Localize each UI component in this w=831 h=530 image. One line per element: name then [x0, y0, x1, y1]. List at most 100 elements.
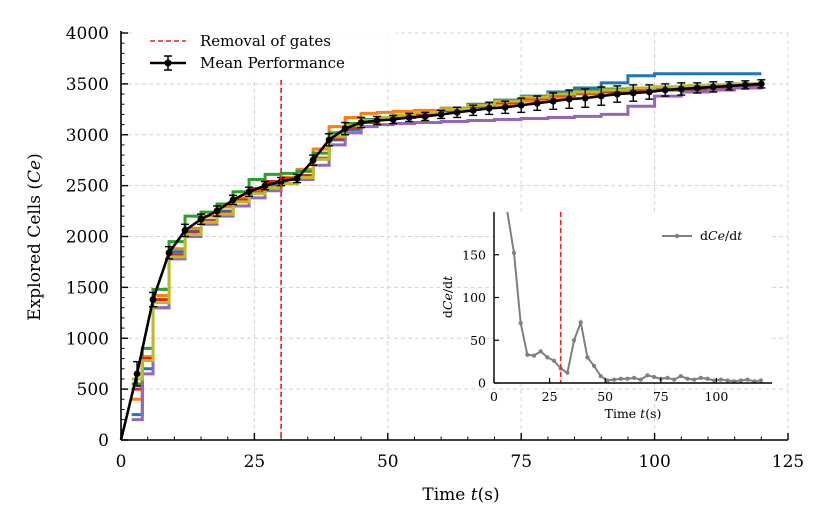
mean-point — [245, 188, 253, 196]
inset-point — [705, 376, 710, 381]
mean-point — [421, 113, 429, 120]
legend-mean-marker — [164, 59, 172, 67]
x-tick-label: 50 — [377, 452, 399, 472]
inset-point — [632, 375, 637, 380]
run-line-5 — [131, 86, 763, 422]
mean-point — [597, 92, 605, 100]
mean-point — [693, 84, 701, 92]
inset-point — [598, 374, 603, 379]
y-tick-label: 2000 — [66, 228, 109, 248]
y-tick-label: 500 — [77, 380, 109, 400]
x-axis-label: Time t(s) — [422, 485, 499, 505]
inset-point — [758, 378, 763, 383]
mean-point — [293, 175, 301, 182]
mean-point — [277, 178, 285, 185]
mean-point — [485, 104, 493, 112]
inset-point — [571, 338, 577, 343]
legend-frame — [134, 26, 396, 80]
inset-series — [506, 211, 763, 384]
mean-point — [501, 103, 509, 111]
mean-point — [261, 182, 269, 190]
mean-point — [613, 90, 621, 98]
mean-point — [565, 95, 573, 103]
inset-y-tick-label: 50 — [470, 333, 486, 348]
inset-point — [611, 377, 617, 382]
mean-point — [229, 196, 237, 204]
mean-point — [373, 117, 381, 124]
y-tick-label: 0 — [98, 431, 109, 451]
inset-background — [494, 212, 772, 383]
inset-point — [718, 377, 723, 382]
inset-point — [738, 378, 743, 383]
mean-point — [309, 156, 317, 164]
main-series — [119, 72, 766, 441]
x-tick-label: 75 — [510, 452, 532, 472]
y-tick-label: 3500 — [66, 75, 109, 95]
mean-point — [133, 370, 141, 378]
mean-point — [549, 97, 557, 105]
mean-point — [453, 108, 461, 116]
inset-point — [712, 378, 717, 383]
inset-point — [585, 355, 590, 360]
inset-point — [525, 352, 530, 357]
inset-point — [511, 250, 517, 256]
inset-point — [578, 320, 583, 325]
inset-x-tick-label: 50 — [597, 389, 613, 404]
inset-point — [625, 376, 630, 381]
mean-point — [181, 226, 189, 234]
inset-point — [725, 378, 730, 383]
inset-x-tick-label: 25 — [542, 389, 558, 404]
mean-point — [709, 83, 717, 91]
inset-point — [652, 374, 657, 380]
inset-y-tick-label: 0 — [478, 376, 486, 391]
y-tick-label: 2500 — [66, 177, 109, 197]
legend-mean-label: Mean Performance — [200, 54, 345, 72]
inset-x-tick-label: 100 — [704, 389, 728, 404]
mean-point — [661, 86, 669, 94]
mean-point — [741, 81, 749, 89]
inset-y-axis-label: dCe/dt — [440, 275, 455, 318]
mean-point — [517, 101, 525, 109]
y-tick-label: 4000 — [66, 24, 109, 44]
main-ticks: 0 25 50 75 100 125050010001500200025003000350… — [66, 24, 804, 472]
x-tick-label: 25 — [244, 452, 266, 472]
inset-point — [545, 355, 550, 360]
y-tick-label: 1500 — [66, 278, 109, 298]
mean-point — [645, 88, 653, 96]
mean-point — [197, 215, 205, 223]
mean-point — [389, 116, 397, 123]
inset-legend-label: dCe/dt — [700, 228, 743, 243]
inset-point — [591, 363, 597, 368]
inset-point — [685, 376, 690, 381]
mean-point — [213, 207, 221, 215]
inset-legend: dCe/dt — [662, 228, 743, 243]
main-axes — [120, 31, 788, 441]
inset-y-tick-label: 100 — [462, 290, 486, 305]
mean-point — [725, 82, 733, 90]
inset-point — [678, 374, 683, 379]
x-tick-label: 125 — [772, 452, 804, 472]
inset-point — [672, 377, 677, 382]
y-axis-label: Explored Cells (Ce) — [25, 153, 45, 320]
mean-point — [437, 111, 445, 118]
inset-point — [692, 377, 697, 382]
mean-point — [149, 296, 157, 303]
mean-point — [677, 85, 685, 93]
mean-point — [341, 125, 349, 133]
x-tick-label: 0 — [116, 452, 127, 472]
inset-legend-marker — [674, 233, 680, 239]
mean-point — [165, 249, 173, 257]
inset-point — [645, 373, 650, 378]
mean-point — [533, 99, 541, 107]
inset-x-tick-label: 0 — [490, 389, 498, 404]
inset-point — [665, 375, 670, 380]
inset-ticks: 0 25 50 75 100 0 50 100 150 — [462, 247, 728, 404]
mean-point — [357, 119, 365, 126]
inset-y-tick-label: 150 — [462, 247, 486, 262]
inset-point — [618, 376, 623, 381]
inset-point — [638, 377, 643, 382]
inset-point — [565, 370, 570, 375]
mean-point — [325, 136, 333, 144]
y-tick-label: 3000 — [66, 126, 109, 146]
x-tick-label: 100 — [638, 452, 670, 472]
